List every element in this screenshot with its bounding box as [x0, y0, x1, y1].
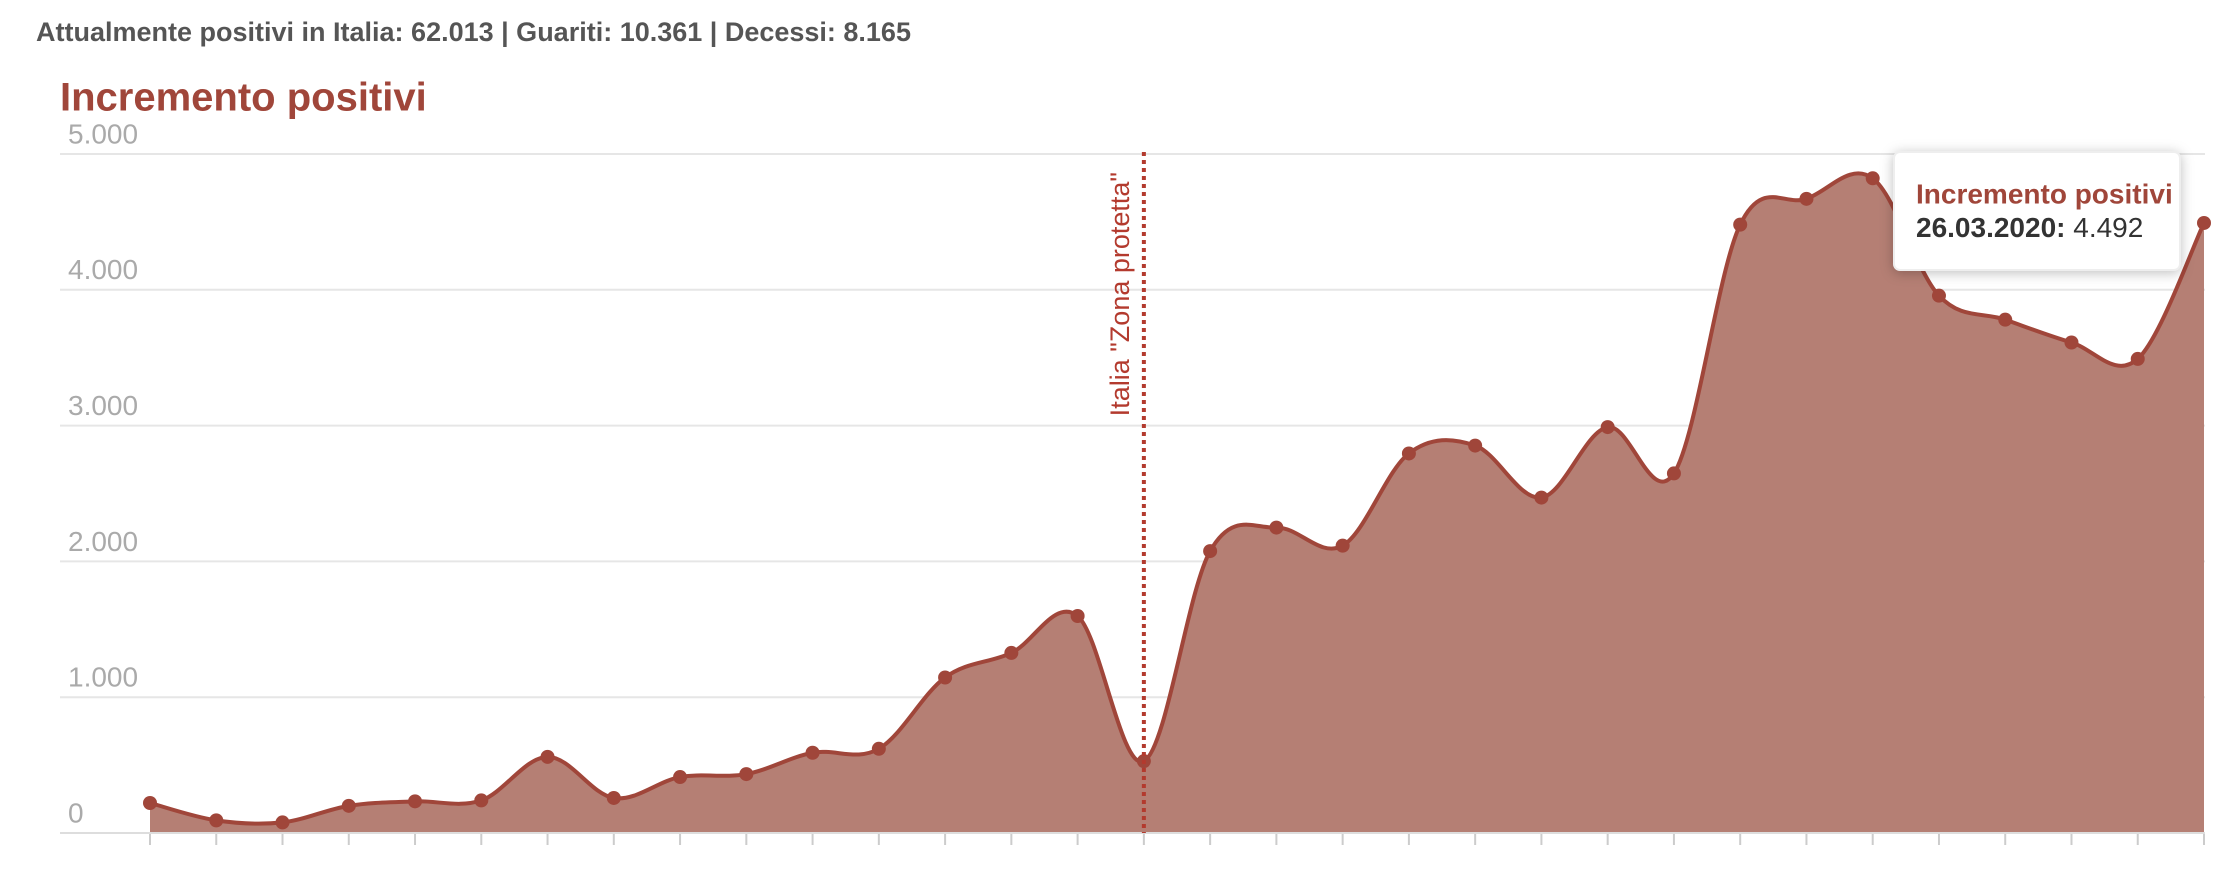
y-tick-label: 0 — [68, 797, 84, 828]
tooltip-box — [1893, 151, 2181, 271]
y-tick-label: 2.000 — [68, 526, 138, 557]
tooltip-title: Incremento positivi — [1916, 178, 2173, 209]
point — [1931, 288, 1946, 303]
point — [1203, 544, 1218, 559]
point — [1070, 608, 1085, 623]
point — [1004, 645, 1019, 660]
y-tick-label: 3.000 — [68, 390, 138, 421]
chart-title: Incremento positivi — [60, 76, 427, 120]
point — [1733, 217, 1748, 232]
point — [871, 741, 886, 756]
point — [143, 795, 157, 810]
point — [805, 745, 820, 760]
point — [2064, 335, 2079, 350]
tooltip-date: 26.03.2020 — [1916, 212, 2056, 243]
point — [408, 794, 423, 809]
point — [1865, 171, 1880, 186]
point — [1998, 312, 2013, 327]
tooltip-value: 26.03.2020: 4.492 — [1916, 212, 2143, 243]
y-tick-label: 5.000 — [68, 118, 138, 149]
point — [1269, 520, 1284, 535]
point — [673, 770, 688, 785]
point — [1799, 191, 1814, 206]
point — [739, 767, 754, 782]
point — [540, 749, 555, 764]
point — [275, 815, 290, 830]
point — [1600, 420, 1615, 435]
point — [606, 790, 621, 805]
y-tick-label: 1.000 — [68, 662, 138, 693]
point — [1666, 466, 1681, 481]
header-stats: Attualmente positivi in Italia: 62.013 |… — [36, 17, 911, 47]
point — [474, 793, 489, 808]
y-tick-label: 4.000 — [68, 254, 138, 285]
point — [341, 798, 356, 813]
point — [938, 670, 953, 685]
point — [2130, 351, 2145, 366]
annotation-label: Italia "Zona protetta" — [1105, 172, 1135, 416]
area-fill — [150, 173, 2204, 833]
tooltip-number: 4.492 — [2073, 212, 2143, 243]
point — [2197, 215, 2211, 230]
point — [1335, 538, 1350, 553]
tooltip-colon: : — [2056, 212, 2073, 243]
point — [1401, 446, 1416, 461]
point — [1468, 438, 1483, 453]
point — [1534, 490, 1549, 505]
point — [209, 813, 224, 828]
